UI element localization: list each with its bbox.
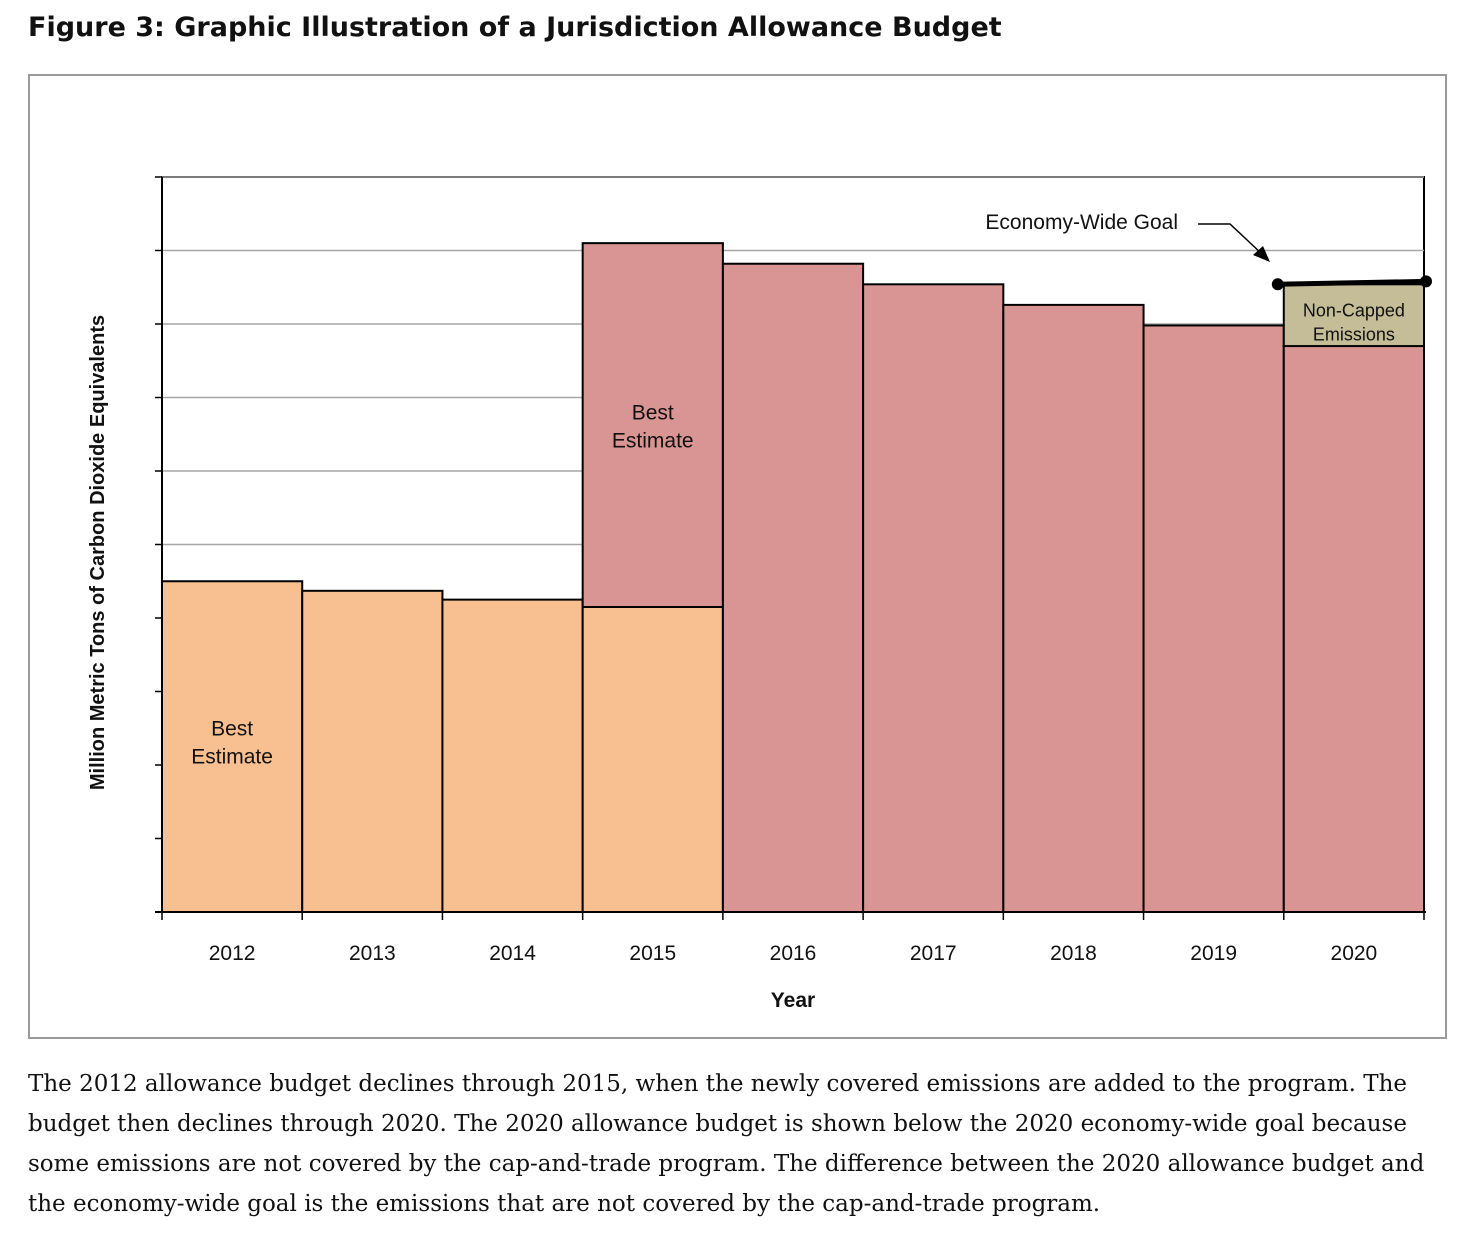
bar-2019-newly_covered [1142,324,1285,914]
bar-2013-existing [301,589,444,913]
figure-title: Figure 3: Graphic Illustration of a Juri… [28,12,1002,43]
y-axis-title: Million Metric Tons of Carbon Dioxide Eq… [87,315,109,790]
x-tick-label-2013: 2013 [349,942,396,965]
x-tick-label-2012: 2012 [209,942,256,965]
x-tick-label-2017: 2017 [910,942,957,965]
annotation-2-line-1: Emissions [1313,325,1395,345]
x-tick-label-2015: 2015 [629,942,676,965]
bar-2016-newly_covered [721,262,865,914]
annotation-2-line-0: Non-Capped [1303,301,1405,321]
bars [161,242,1426,914]
goal-line-end-marker [1420,275,1432,288]
x-axis-title: Year [771,989,815,1012]
goal-label: Economy-Wide Goal [985,211,1178,234]
bar-2015-newly_covered [581,242,724,608]
annotation-0-line-1: Estimate [191,746,273,769]
annotation-0-line-0: Best [211,718,253,741]
axes [155,176,1426,920]
annotation-1-line-0: Best [632,402,674,425]
annotation-1-line-1: Estimate [612,430,694,453]
bar-2015-existing [581,605,724,913]
bar-2014-existing [441,598,584,913]
bar-2018-newly_covered [1002,303,1145,913]
x-tick-label-2018: 2018 [1050,942,1097,965]
x-tick-label-2014: 2014 [489,942,536,965]
bar-2020-non_capped [1282,283,1426,348]
x-tick-label-2016: 2016 [770,942,817,965]
x-tick-label-2019: 2019 [1190,942,1237,965]
x-tick-label-2020: 2020 [1331,942,1378,965]
figure-caption: The 2012 allowance budget declines throu… [28,1071,1425,1217]
goal-line-start-marker [1271,278,1284,291]
labels: 2012 2013 2014 2015 2016 2017 2018 2019 2020 Year… [87,211,1432,1012]
goal-leader-line [1198,223,1263,255]
goal-leader-arrowhead [1253,246,1270,262]
bar-2017-newly_covered [862,283,1005,913]
bar-2020-newly_covered [1282,345,1426,913]
goal-line [1277,278,1427,287]
